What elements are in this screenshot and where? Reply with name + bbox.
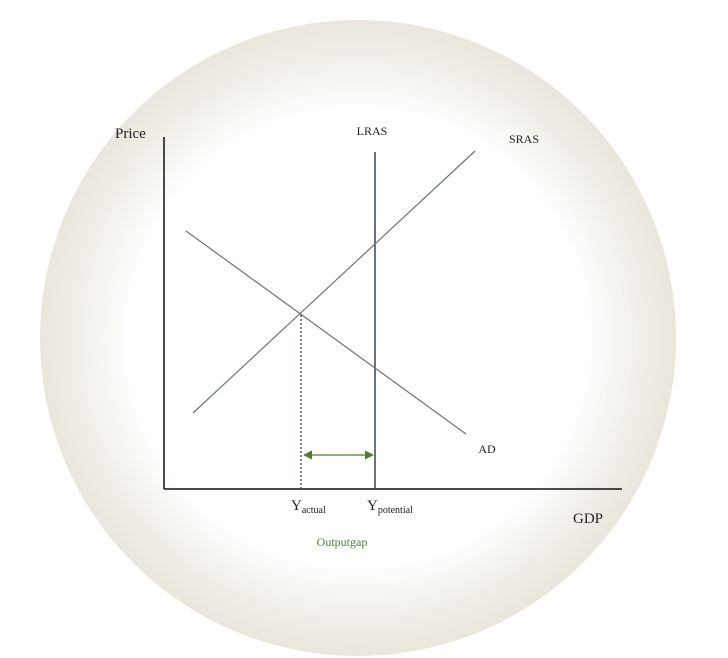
x-axis-label: GDP	[573, 511, 603, 527]
y-axis-label: Price	[115, 126, 146, 142]
ad-line	[185, 230, 467, 435]
symbol: Y	[367, 498, 378, 514]
output-gap-label: Outputgap	[317, 535, 368, 549]
subscript: actual	[302, 505, 326, 516]
y-potential-label: Ypotential	[367, 498, 413, 516]
background-circle	[40, 20, 676, 656]
sras-label: SRAS	[509, 132, 539, 146]
lras-label: LRAS	[357, 124, 388, 138]
subscript: potential	[378, 505, 413, 516]
y-actual-label: Yactual	[291, 498, 326, 516]
sras-line	[192, 150, 476, 414]
symbol: Y	[291, 498, 302, 514]
ad-label: AD	[478, 442, 496, 456]
